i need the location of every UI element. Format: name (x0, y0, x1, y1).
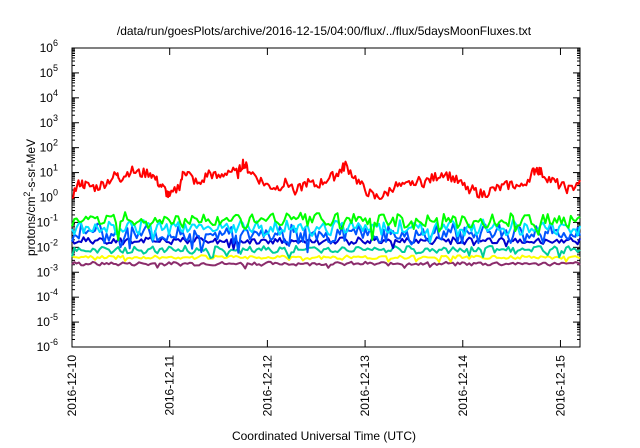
x-tick-label: 2016-12-13 (358, 355, 372, 417)
y-tick-label: 10-6 (37, 337, 58, 354)
y-tick-label: 100 (40, 188, 58, 205)
y-tick-label: 10-2 (37, 237, 58, 254)
y-axis-label: protons/cm2-s-sr-MeV (22, 139, 38, 256)
series-line (71, 211, 581, 242)
x-axis-label: Coordinated Universal Time (UTC) (232, 429, 416, 443)
series-line (71, 158, 581, 200)
y-tick-label: 10-5 (37, 312, 58, 329)
chart-title: /data/run/goesPlots/archive/2016-12-15/0… (117, 24, 532, 38)
y-tick-label: 10-3 (37, 262, 58, 279)
plot-area: 10-6 10-5 10-4 10-3 10-2 10-1 100 101 102 103 104 1… (22, 38, 581, 417)
series-line (71, 244, 581, 259)
x-tick-label: 2016-12-15 (553, 355, 567, 417)
y-tick-label: 102 (40, 138, 58, 155)
series-line (71, 236, 581, 251)
x-tick-label: 2016-12-11 (163, 355, 177, 416)
y-tick-label: 105 (40, 63, 58, 80)
plot-frame (71, 47, 581, 348)
series-line (71, 222, 581, 254)
y-tick-label: 106 (40, 38, 58, 55)
y-tick-label: 104 (40, 88, 58, 105)
x-tick-label: 2016-12-10 (65, 355, 79, 417)
y-tick-label: 10-1 (37, 212, 58, 229)
x-tick-label: 2016-12-12 (260, 355, 274, 417)
series-line (71, 254, 581, 263)
y-tick-label: 101 (40, 163, 58, 180)
y-tick-label: 103 (40, 113, 58, 130)
series-line (71, 260, 581, 270)
x-tick-label: 2016-12-14 (456, 355, 470, 417)
y-tick-label: 10-4 (37, 287, 58, 304)
